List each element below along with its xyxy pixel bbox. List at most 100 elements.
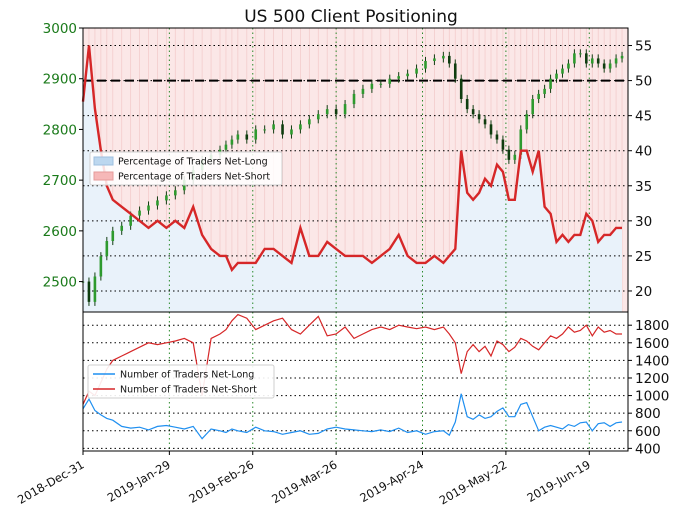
price-candle [543, 84, 546, 98]
bottom-tick-label: 1600 [635, 336, 669, 352]
price-candle [495, 130, 499, 144]
price-candles [81, 49, 624, 306]
legend-top: Percentage of Traders Net-Long Percentag… [89, 151, 283, 186]
legend-label-count-short: Number of Traders Net-Short [120, 385, 257, 396]
price-candle [105, 236, 109, 261]
right-tick-label: 45 [635, 109, 652, 125]
price-candle [483, 115, 487, 129]
price-candle [370, 79, 374, 93]
price-candle [614, 54, 618, 68]
price-candle [596, 54, 600, 68]
price-candle [165, 191, 168, 205]
bottom-tick-label: 1400 [635, 353, 669, 369]
legend-label-count-long: Number of Traders Net-Long [120, 370, 254, 381]
price-candle [263, 125, 266, 134]
x-tick-label: 2019-Mar-26 [269, 457, 339, 506]
legend-swatch-net-short [93, 171, 114, 181]
price-candle [361, 84, 365, 98]
legend-label-net-long: Percentage of Traders Net-Long [118, 157, 268, 168]
price-candle [236, 130, 240, 144]
price-candle [442, 51, 445, 63]
price-candle [465, 94, 469, 114]
price-candle [254, 125, 258, 144]
price-candle [99, 252, 103, 281]
price-candle [579, 49, 582, 58]
right-tick-label: 55 [635, 39, 652, 55]
net-long-area [83, 45, 623, 312]
price-candle [507, 145, 511, 164]
bottom-tick-label: 1200 [635, 371, 669, 387]
price-candle [561, 64, 564, 78]
price-candle [433, 54, 436, 66]
left-tick-label: 2600 [43, 224, 77, 240]
x-axis-ticks: 2018-Dec-31 2019-Jan-29 2019-Feb-26 2019-Ma… [15, 451, 593, 507]
x-tick-label: 2019-Apr-24 [357, 457, 426, 505]
legend-bottom: Number of Traders Net-Long Number of Tra… [87, 364, 275, 399]
price-candle [388, 74, 392, 88]
price-candle [245, 130, 249, 144]
price-candle [537, 89, 540, 104]
net-short-count-line [82, 313, 622, 405]
price-candle [567, 59, 570, 73]
x-tick-label: 2018-Dec-31 [15, 457, 86, 506]
price-candle [281, 120, 284, 139]
price-candle [352, 89, 356, 109]
x-tick-label: 2019-May-22 [437, 457, 510, 507]
x-tick-label: 2019-Feb-26 [186, 457, 256, 505]
right-tick-label: 40 [635, 144, 652, 160]
net-short-percentage-line [81, 45, 622, 273]
price-candle [299, 120, 302, 134]
price-candle [316, 110, 320, 124]
top-panel: 2500 2600 2700 2800 2900 3000 20 25 30 35 40 45 50 5… [43, 21, 652, 313]
right-tick-label: 25 [635, 249, 652, 265]
price-candle [573, 49, 576, 68]
price-candle [406, 69, 409, 81]
price-candle [138, 206, 141, 220]
price-candle [120, 221, 124, 235]
price-candle [453, 59, 457, 83]
price-candle [477, 110, 481, 124]
price-candle [585, 49, 588, 68]
price-candle [147, 201, 150, 215]
price-candle [230, 135, 234, 149]
right-tick-label: 50 [635, 74, 652, 90]
price-candle [308, 115, 311, 129]
legend-swatch-net-long [93, 156, 114, 166]
right-tick-label: 35 [635, 179, 652, 195]
price-candle [501, 135, 505, 154]
price-candle [93, 272, 97, 306]
price-candle [549, 74, 552, 93]
price-candle [111, 226, 115, 246]
price-candle [415, 64, 418, 78]
bottom-tick-label: 600 [635, 424, 661, 440]
price-candle [156, 196, 159, 210]
price-candle [379, 79, 383, 88]
right-tick-label: 20 [635, 284, 652, 300]
x-tick-label: 2019-Jan-29 [105, 457, 173, 504]
price-candle [525, 110, 529, 134]
left-tick-label: 2700 [43, 173, 77, 189]
left-tick-label: 2900 [43, 72, 77, 88]
left-tick-label: 3000 [43, 21, 77, 37]
price-candle [513, 150, 517, 164]
price-candle [489, 120, 493, 139]
chart-title: US 500 Client Positioning [244, 7, 458, 27]
price-candle [290, 125, 293, 139]
price-candle [397, 72, 400, 83]
bottom-tick-label: 1000 [635, 389, 669, 405]
price-candle [343, 100, 347, 119]
bottom-tick-label: 400 [635, 441, 661, 457]
price-candle [325, 105, 329, 119]
legend-label-net-short: Percentage of Traders Net-Short [118, 172, 270, 183]
right-tick-label: 30 [635, 214, 652, 230]
price-candle [424, 56, 427, 73]
price-candle [448, 51, 451, 68]
price-candle [620, 51, 624, 63]
left-tick-label: 2500 [43, 275, 77, 291]
price-candle [531, 94, 534, 119]
price-candle [459, 74, 463, 104]
